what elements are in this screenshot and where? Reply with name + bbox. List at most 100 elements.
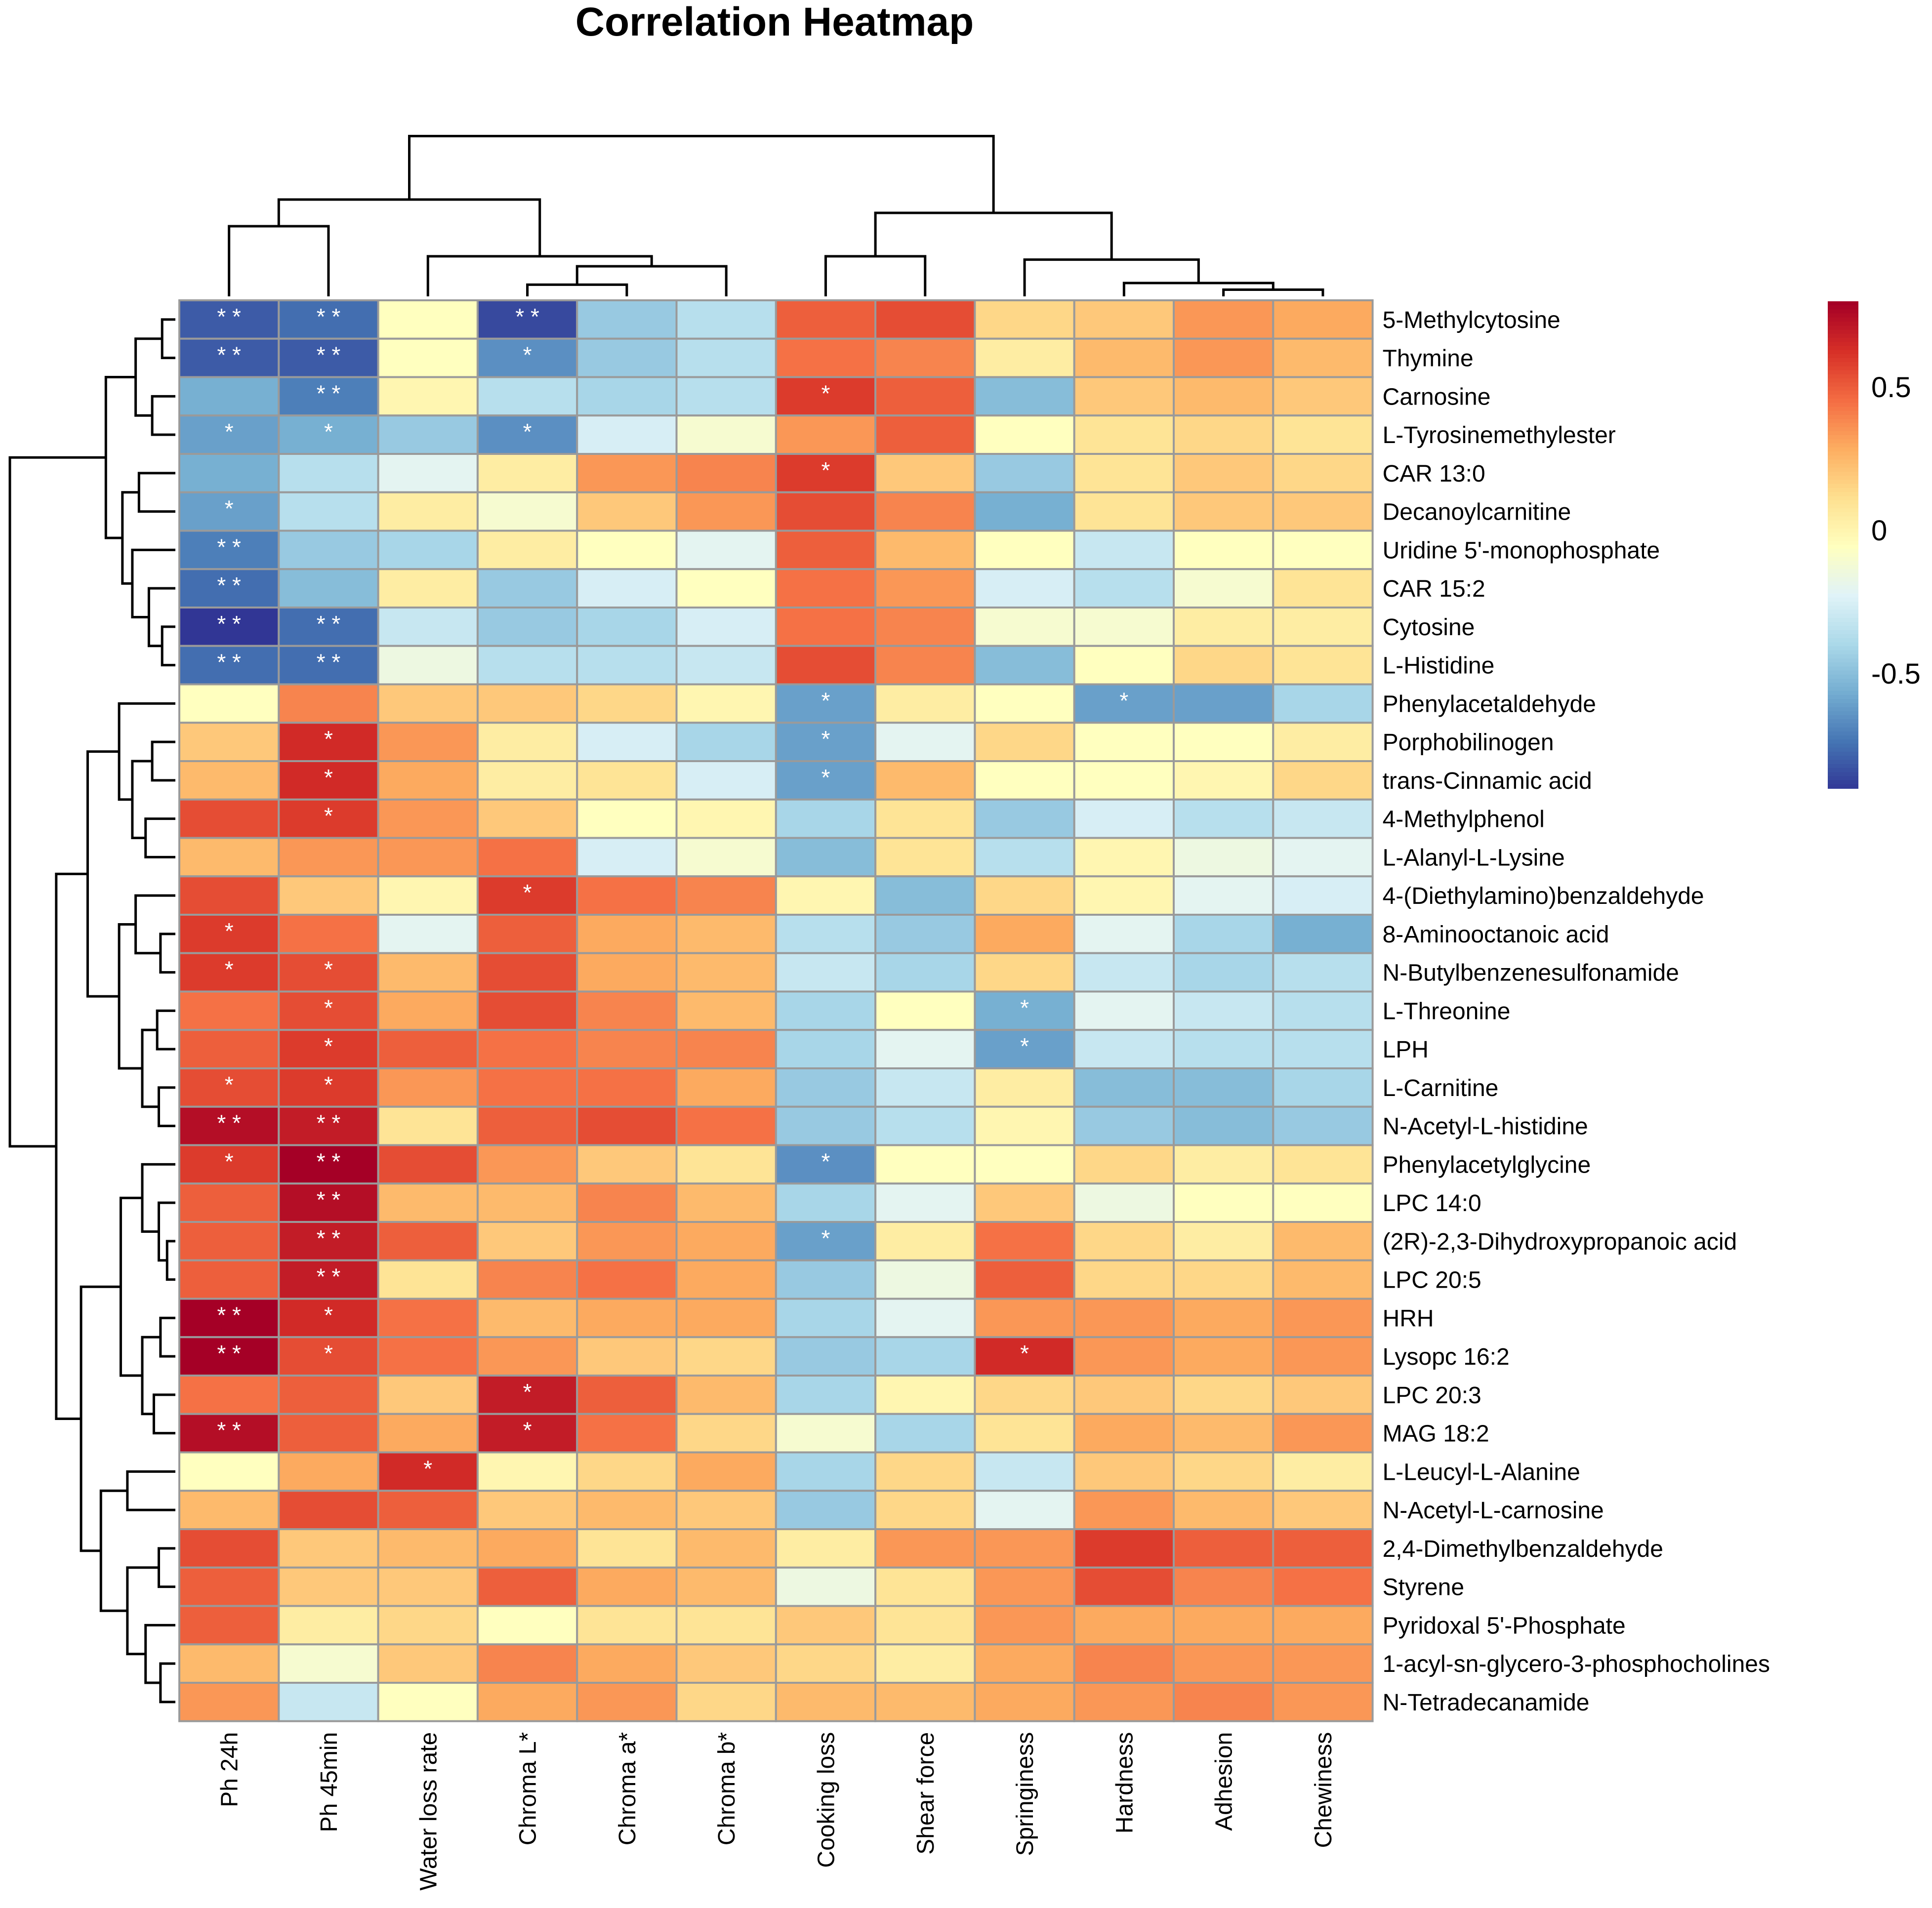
significance-mark: * *: [217, 572, 241, 598]
heatmap-cell: [1073, 568, 1175, 609]
heatmap-cell: [278, 1336, 379, 1377]
heatmap-cell: [775, 299, 877, 340]
heatmap-cell: [476, 607, 578, 647]
heatmap-cell: [377, 453, 479, 493]
heatmap-cell: [974, 798, 1075, 839]
row-dendrogram: [8, 318, 175, 1704]
heatmap-cell: [874, 875, 976, 916]
dendrogram-branch: [119, 1196, 142, 1377]
heatmap-cell: [1073, 1336, 1175, 1377]
significance-mark: * *: [317, 1225, 341, 1251]
heatmap-cell: [675, 1029, 777, 1069]
heatmap-cell: [178, 722, 280, 762]
row-label: L-Tyrosinemethylester: [1383, 422, 1616, 448]
row-label: Phenylacetylglycine: [1383, 1152, 1591, 1178]
heatmap-cell: [377, 914, 479, 954]
significance-mark: *: [821, 765, 830, 790]
heatmap-cell: [675, 1605, 777, 1646]
legend-swatch: [1828, 597, 1858, 603]
significance-mark: *: [225, 419, 234, 445]
heatmap-cell: [576, 1413, 678, 1454]
heatmap-cell: [1272, 990, 1374, 1031]
significance-mark: * *: [317, 650, 341, 675]
heatmap-cell: [974, 1682, 1075, 1722]
heatmap-cell: [974, 1259, 1075, 1300]
heatmap-cell: [974, 952, 1075, 993]
row-label: LPC 20:3: [1383, 1382, 1481, 1409]
heatmap-cell: [576, 1259, 678, 1300]
heatmap-cell: [476, 798, 578, 839]
legend-swatch: [1828, 496, 1858, 501]
legend-swatch: [1828, 695, 1858, 700]
legend-swatch: [1828, 565, 1858, 570]
heatmap-cells: [178, 299, 1374, 1722]
column-label: Chroma L*: [515, 1732, 541, 1845]
legend-tick-label: 0.5: [1871, 371, 1911, 404]
heatmap-cell: [675, 837, 777, 878]
heatmap-cell: [476, 414, 578, 455]
heatmap-cell: [576, 837, 678, 878]
heatmap-cell: [1073, 491, 1175, 532]
legend-swatch: [1828, 593, 1858, 598]
heatmap-cell: [1272, 1413, 1374, 1454]
row-label: Carnosine: [1383, 384, 1491, 410]
legend-swatch: [1828, 739, 1858, 744]
heatmap-cell: [874, 1682, 976, 1722]
legend-swatch: [1828, 589, 1858, 594]
heatmap-cell: [775, 1182, 877, 1223]
dendrogram-branch: [426, 255, 653, 296]
significance-mark: *: [324, 1302, 333, 1328]
heatmap-cell: [775, 607, 877, 647]
row-labels: 5-Methylcytosine Thymine Carnosine L-Tyrosi…: [1383, 307, 1770, 1716]
significance-mark: * *: [217, 342, 241, 368]
significance-mark: * *: [217, 534, 241, 560]
significance-mark: *: [324, 726, 333, 752]
significance-mark: *: [821, 726, 830, 752]
dendrogram-branch: [137, 472, 175, 513]
heatmap-cell: [874, 414, 976, 455]
heatmap-cell: [178, 1144, 280, 1185]
legend-swatch: [1828, 520, 1858, 525]
heatmap-cell: [178, 798, 280, 839]
heatmap-cell: [874, 683, 976, 724]
heatmap-cell: [476, 722, 578, 762]
heatmap-cell: [1272, 299, 1374, 340]
significance-mark: *: [423, 1456, 432, 1481]
legend-swatch: [1828, 609, 1858, 614]
heatmap-cell: [675, 337, 777, 378]
heatmap-cell: [675, 683, 777, 724]
significance-mark: * *: [317, 611, 341, 637]
heatmap-cell: [178, 1490, 280, 1530]
heatmap-cell: [1272, 453, 1374, 493]
heatmap-cell: [675, 1451, 777, 1492]
row-label: Lysopc 16:2: [1383, 1344, 1510, 1370]
heatmap-cell: [1073, 1259, 1175, 1300]
legend-swatch: [1828, 322, 1858, 326]
column-dendrogram: [228, 135, 1324, 296]
legend-swatch: [1828, 536, 1858, 541]
legend-swatch: [1828, 735, 1858, 740]
legend-swatch: [1828, 508, 1858, 513]
heatmap-cell: [775, 491, 877, 532]
heatmap-cell: [476, 1105, 578, 1146]
column-label: Chroma b*: [714, 1732, 740, 1845]
heatmap-cell: [675, 1298, 777, 1339]
legend-swatch: [1828, 403, 1858, 407]
legend-swatch: [1828, 439, 1858, 444]
legend-swatch: [1828, 731, 1858, 736]
legend-swatch: [1828, 617, 1858, 623]
legend-swatch: [1828, 346, 1858, 351]
heatmap-cell: [1272, 722, 1374, 762]
legend-swatch: [1828, 743, 1858, 748]
heatmap-cell: [476, 990, 578, 1031]
heatmap-cell: [278, 914, 379, 954]
significance-mark: *: [1020, 995, 1029, 1020]
heatmap-cell: [1073, 990, 1175, 1031]
row-label: 4-Methylphenol: [1383, 807, 1545, 833]
heatmap-cell: [476, 1643, 578, 1684]
dendrogram-branch: [159, 1662, 175, 1704]
heatmap-cell: [1073, 1643, 1175, 1684]
heatmap-cell: [675, 414, 777, 455]
heatmap-cell: [874, 1144, 976, 1185]
